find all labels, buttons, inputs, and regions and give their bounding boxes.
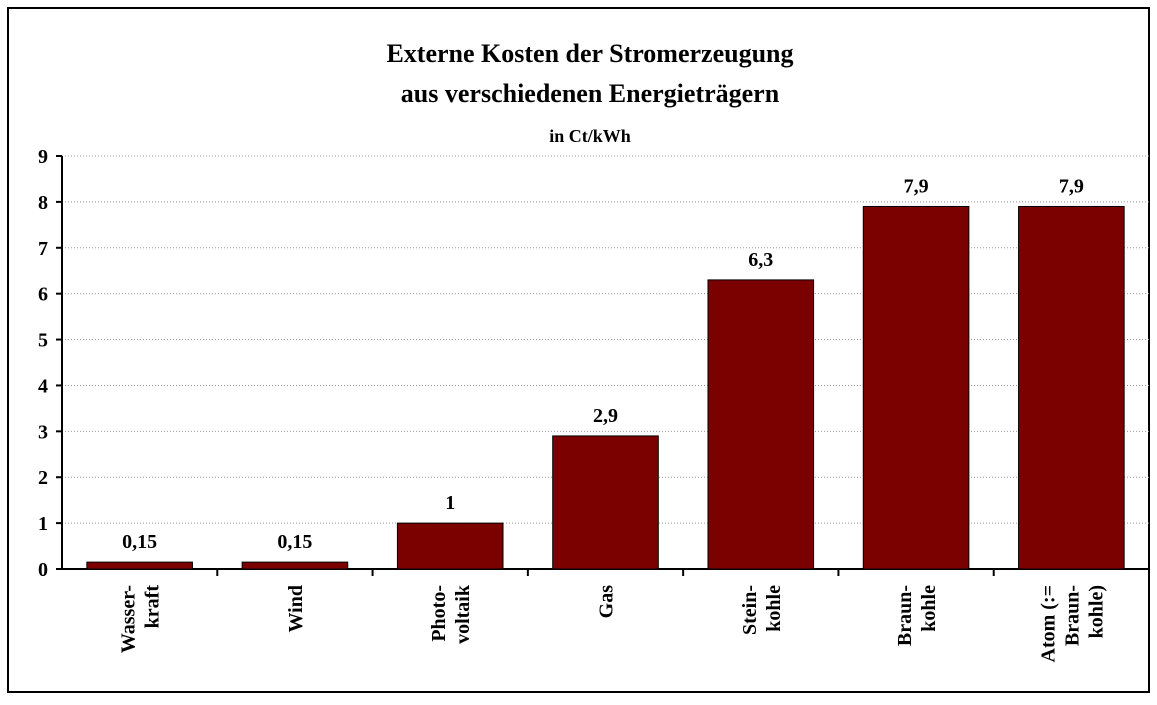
bar [86,561,193,570]
x-tick-label: Braun- [1061,585,1083,646]
bar [707,279,815,570]
y-tick-label: 4 [38,375,48,397]
x-tick-label: Atom (:= [1037,585,1059,662]
bar [1018,205,1125,570]
bar [552,435,659,570]
y-tick-label: 0 [38,559,48,581]
y-tick-label: 3 [38,421,48,443]
x-tick-label: Wasser- [118,585,140,653]
data-label: 7,9 [904,175,929,197]
x-tick-label: kraft [142,585,164,629]
y-tick-label: 9 [38,146,48,168]
x-tick-label: Photo- [428,585,450,642]
chart-subtitle: in Ct/kWh [549,126,631,146]
bar [396,522,504,570]
y-tick-label: 2 [38,467,48,489]
x-tick-label: Wind [285,585,307,632]
y-tick-label: 5 [38,330,48,352]
data-label: 0,15 [277,531,312,553]
data-label: 0,15 [122,531,157,553]
x-tick-label: Stein- [739,585,761,635]
chart-border [7,7,1150,693]
data-label: 6,3 [748,249,773,271]
y-tick-label: 7 [38,238,48,260]
x-tick-label: voltaik [452,584,474,644]
x-tick-label: kohle [918,585,940,632]
bar [241,561,349,570]
data-label: 7,9 [1059,175,1084,197]
x-tick-label: Gas [596,585,618,619]
data-label: 2,9 [593,405,618,427]
x-tick-label: Braun- [894,585,916,646]
data-label: 1 [445,492,455,514]
y-tick-label: 1 [38,513,48,535]
bar [862,205,970,570]
x-tick-label: kohle) [1085,585,1107,638]
chart-title: aus verschiedenen Energieträgern [401,79,780,108]
y-tick-label: 6 [38,284,48,306]
y-tick-label: 8 [38,192,48,214]
chart-title: Externe Kosten der Stromerzeugung [386,39,793,68]
x-tick-label: kohle [763,585,785,632]
